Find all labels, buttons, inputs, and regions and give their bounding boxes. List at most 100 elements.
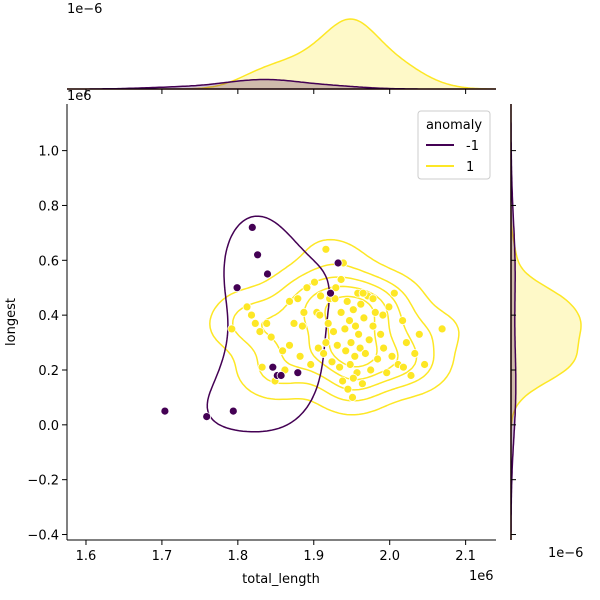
scatter-point-anomaly-neg [333, 258, 343, 268]
x-axis-exponent: 1e6 [469, 569, 494, 584]
scatter-point-anomaly-pos [384, 302, 394, 312]
scatter-point-anomaly-pos [336, 275, 346, 284]
scatter-point-anomaly-pos [299, 307, 309, 317]
scatter-point-anomaly-neg [202, 412, 212, 422]
scatter-point-anomaly-pos [242, 302, 252, 312]
kde-contour-anomaly-pos [209, 238, 460, 416]
scatter-point-anomaly-pos [346, 338, 356, 348]
scatter-point-anomaly-neg [228, 406, 238, 416]
scatter-point-anomaly-pos [295, 351, 305, 361]
x-axis-ticks: 1.6 1.7 1.8 1.9 2.0 2.1 [76, 540, 476, 564]
top-marginal-exponent: 1e−6 [67, 2, 102, 17]
scatter-point-anomaly-pos [357, 379, 367, 389]
scatter-point-anomaly-pos [342, 296, 352, 306]
scatter-point-anomaly-pos [297, 321, 307, 331]
scatter-point-anomaly-pos [350, 351, 360, 361]
main-plot-panel: 1.6 1.7 1.8 1.9 2.0 2.1 −0.4 −0.2 0.0 0.2 0.4 0.6 0… [4, 89, 496, 587]
y-axis-exponent: 1e6 [67, 89, 92, 104]
right-marginal-ticks [511, 150, 516, 536]
scatter-points [160, 222, 447, 422]
scatter-point-anomaly-pos [406, 371, 416, 380]
x-tick-label: 1.6 [76, 549, 97, 564]
scatter-point-anomaly-pos [359, 313, 369, 323]
scatter-point-anomaly-pos [376, 329, 386, 339]
scatter-point-anomaly-neg [232, 283, 242, 293]
top-marginal-panel: 1e−6 [67, 2, 497, 94]
scatter-point-anomaly-pos [354, 329, 364, 339]
y-tick-label: 0.4 [38, 309, 59, 324]
scatter-point-anomaly-pos [366, 365, 376, 375]
scatter-point-anomaly-pos [351, 321, 360, 331]
scatter-point-anomaly-pos [379, 343, 389, 353]
scatter-point-anomaly-pos [355, 343, 365, 353]
top-density-anomaly-pos [67, 18, 497, 90]
right-marginal-panel: 1e−6 [510, 104, 583, 561]
scatter-point-anomaly-pos [358, 288, 368, 298]
scatter-point-anomaly-pos [338, 376, 348, 386]
scatter-point-anomaly-pos [289, 318, 299, 328]
scatter-point-anomaly-pos [378, 310, 388, 320]
scatter-point-anomaly-pos [420, 360, 430, 369]
top-marginal-ticks [85, 89, 467, 94]
y-axis-label: longest [4, 298, 19, 346]
scatter-point-anomaly-pos [356, 299, 366, 309]
scatter-point-anomaly-pos [398, 316, 408, 326]
y-tick-label: 0.8 [38, 199, 59, 214]
scatter-point-anomaly-pos [255, 327, 265, 337]
scatter-point-anomaly-pos [373, 354, 383, 364]
x-tick-label: 1.9 [303, 549, 324, 564]
scatter-point-anomaly-pos [364, 335, 374, 345]
x-axis-label: total_length [242, 572, 320, 587]
x-tick-label: 2.0 [379, 549, 400, 564]
scatter-point-anomaly-pos [335, 362, 345, 372]
scatter-point-anomaly-pos [382, 368, 392, 378]
y-tick-label: −0.4 [27, 529, 59, 544]
scatter-point-anomaly-pos [227, 324, 237, 334]
scatter-point-anomaly-pos [327, 357, 337, 367]
scatter-point-anomaly-neg [293, 368, 303, 378]
scatter-point-anomaly-pos [345, 360, 355, 369]
scatter-point-anomaly-neg [276, 371, 286, 380]
scatter-point-anomaly-pos [306, 360, 316, 369]
scatter-point-anomaly-pos [398, 362, 408, 372]
scatter-point-anomaly-neg [268, 362, 278, 372]
scatter-point-anomaly-pos [310, 277, 319, 287]
scatter-point-anomaly-pos [247, 310, 256, 320]
x-tick-label: 2.1 [455, 549, 476, 564]
scatter-point-anomaly-neg [160, 406, 170, 416]
scatter-point-anomaly-pos [316, 291, 326, 301]
scatter-point-anomaly-pos [332, 340, 342, 350]
scatter-point-anomaly-pos [285, 296, 294, 306]
legend-title: anomaly [426, 118, 482, 133]
scatter-point-anomaly-pos [348, 305, 358, 315]
scatter-point-anomaly-pos [285, 340, 294, 350]
y-tick-label: 0.2 [38, 364, 59, 379]
scatter-point-anomaly-pos [262, 318, 272, 328]
scatter-point-anomaly-pos [437, 324, 447, 334]
y-axis-ticks: −0.4 −0.2 0.0 0.2 0.4 0.6 0.8 1.0 [27, 145, 67, 544]
right-marginal-densities [510, 104, 582, 540]
scatter-point-anomaly-pos [321, 244, 331, 254]
scatter-point-anomaly-pos [313, 343, 323, 353]
x-tick-label: 1.8 [227, 549, 248, 564]
scatter-point-anomaly-pos [343, 384, 353, 394]
scatter-point-anomaly-pos [360, 349, 370, 358]
y-tick-label: 0.0 [38, 419, 59, 434]
top-marginal-densities [67, 18, 497, 90]
scatter-point-anomaly-pos [348, 392, 357, 402]
scatter-point-anomaly-neg [253, 250, 263, 260]
scatter-point-anomaly-pos [315, 310, 325, 320]
scatter-point-anomaly-pos [278, 346, 288, 356]
scatter-point-anomaly-pos [266, 332, 276, 342]
scatter-point-anomaly-pos [302, 283, 312, 293]
right-density-anomaly-pos [510, 104, 582, 540]
scatter-point-anomaly-pos [368, 294, 378, 304]
scatter-point-anomaly-pos [329, 327, 338, 337]
scatter-point-anomaly-pos [321, 338, 331, 348]
scatter-point-anomaly-pos [257, 362, 267, 372]
scatter-point-anomaly-pos [410, 349, 420, 358]
scatter-point-anomaly-neg [247, 222, 257, 232]
x-tick-label: 1.7 [152, 549, 173, 564]
legend-label-anomaly-neg: -1 [466, 139, 479, 154]
scatter-point-anomaly-pos [387, 351, 397, 361]
